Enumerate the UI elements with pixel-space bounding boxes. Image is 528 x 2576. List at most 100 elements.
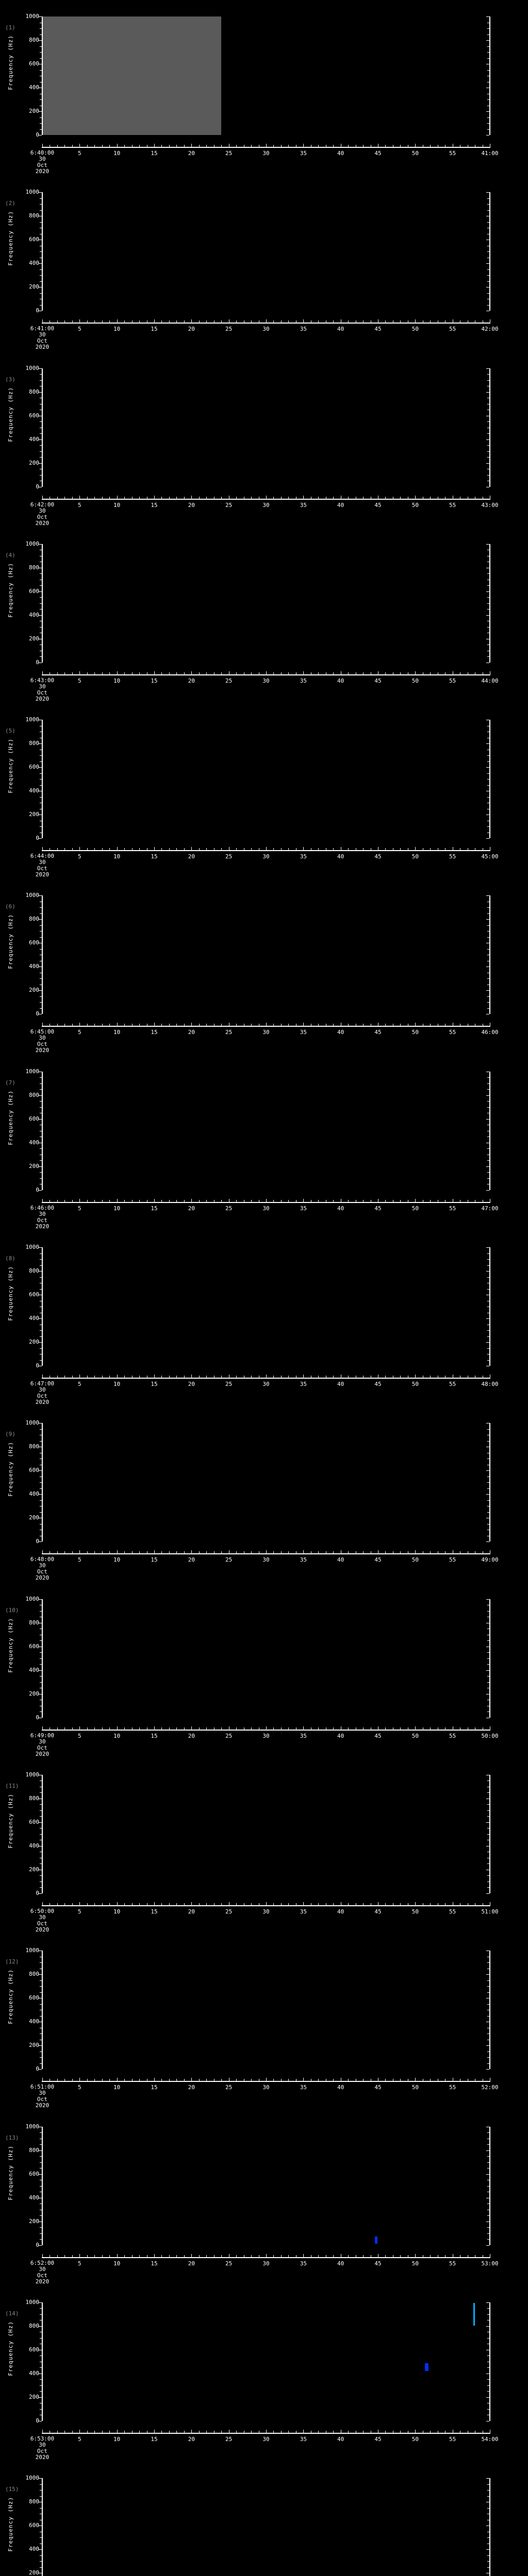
y-tick xyxy=(40,129,42,130)
x-tick-label: 30 xyxy=(262,1029,270,1036)
y-tick xyxy=(487,281,489,282)
x-tick xyxy=(139,1551,140,1554)
plot-area[interactable] xyxy=(42,1423,490,1542)
spectrogram-panel[interactable]: 0 200 400 600 800 1000 Frequency (Hz) (9) 6:48:0… xyxy=(0,1406,528,1583)
x-tick-label: 45 xyxy=(374,853,382,860)
x-start-year: 2020 xyxy=(35,168,50,175)
x-tick xyxy=(288,2255,289,2257)
spectrogram-panel[interactable]: 0 200 400 600 800 1000 Frequency (Hz) (4) 6:43:0… xyxy=(0,527,528,704)
x-tick xyxy=(184,672,185,674)
x-tick xyxy=(288,1551,289,1554)
x-tick xyxy=(385,496,386,499)
x-tick-label: 10 xyxy=(113,1029,121,1036)
y-axis-title: Frequency (Hz) xyxy=(7,211,14,266)
x-tick xyxy=(176,145,177,147)
x-tick xyxy=(303,1902,304,1905)
x-tick xyxy=(42,495,43,499)
spectrogram-panel[interactable]: 0 200 400 600 800 1000 Frequency (Hz) (14) 6:53:… xyxy=(0,2285,528,2462)
spectrogram-panel[interactable]: 0 200 400 600 800 1000 Frequency (Hz) (11) 6:50:… xyxy=(0,1758,528,1935)
y-tick xyxy=(487,2233,489,2234)
detection-mark[interactable] xyxy=(473,2303,475,2326)
x-tick xyxy=(131,2255,133,2257)
spectrogram-panel[interactable]: 0 200 400 600 800 1000 Frequency (Hz) (7) 6:46:0… xyxy=(0,1055,528,1231)
plot-area[interactable] xyxy=(42,1951,490,2070)
detection-mark[interactable] xyxy=(425,2363,429,2371)
x-tick xyxy=(318,2255,319,2257)
spectrogram-panel[interactable]: 0 200 400 600 800 1000 Frequency (Hz) (1) 6:40:0… xyxy=(0,0,528,176)
spectrogram-panel[interactable]: 0 200 400 600 800 1000 Frequency (Hz) (3) 6:42:0… xyxy=(0,351,528,528)
x-tick xyxy=(415,1902,416,1905)
x-tick xyxy=(288,2079,289,2081)
plot-area[interactable] xyxy=(42,1599,490,1718)
x-tick xyxy=(191,847,192,851)
x-tick xyxy=(87,2255,88,2257)
x-tick xyxy=(445,1727,446,1730)
x-tick xyxy=(79,1550,80,1554)
spectrogram-panel[interactable]: 0 200 400 600 800 1000 Frequency (Hz) (5) 6:44:0… xyxy=(0,703,528,879)
x-tick-label: 5 xyxy=(78,326,81,333)
x-tick xyxy=(102,2255,103,2257)
plot-area[interactable] xyxy=(42,1247,490,1366)
y-tick xyxy=(39,1271,42,1272)
y-tick xyxy=(487,626,489,628)
x-tick-label: 20 xyxy=(188,2260,195,2267)
y-tick-label: 0 xyxy=(36,658,39,666)
x-tick xyxy=(79,495,80,499)
plot-area[interactable] xyxy=(42,895,490,1014)
y-axis-right xyxy=(486,544,490,663)
y-tick xyxy=(39,192,42,193)
x-tick xyxy=(221,2255,222,2257)
x-start-month: Oct xyxy=(37,1744,47,1751)
plot-area[interactable] xyxy=(42,2126,490,2245)
plot-area[interactable] xyxy=(42,368,490,487)
spectrogram-panel[interactable]: 0 200 400 600 800 1000 Frequency (Hz) (10) 6:49:… xyxy=(0,1582,528,1758)
plot-area[interactable] xyxy=(42,2478,490,2576)
x-tick xyxy=(94,1903,95,1905)
y-tick xyxy=(487,1440,489,1442)
plot-area[interactable] xyxy=(42,2302,490,2421)
x-tick xyxy=(87,320,88,323)
plot-area[interactable] xyxy=(42,192,490,311)
x-tick xyxy=(318,2079,319,2081)
y-tick-label: 800 xyxy=(29,1619,39,1626)
y-tick-label: 600 xyxy=(29,2170,39,2177)
x-tick xyxy=(117,1902,118,1905)
spectrogram-panel[interactable]: 0 200 400 600 800 1000 Frequency (Hz) (2) 6:41:0… xyxy=(0,176,528,352)
plot-area[interactable] xyxy=(42,1071,490,1190)
x-tick xyxy=(79,1023,80,1026)
x-tick xyxy=(280,320,282,323)
x-tick-label: 25 xyxy=(225,853,233,860)
x-tick-label: 30 xyxy=(262,2084,270,2091)
y-tick xyxy=(487,2144,489,2145)
x-tick xyxy=(154,671,155,674)
y-tick xyxy=(40,1652,42,1653)
spectrogram-panel[interactable]: 0 200 400 600 800 1000 Frequency (Hz) (8) 6:47:0… xyxy=(0,1231,528,1407)
y-tick xyxy=(40,281,42,282)
y-tick xyxy=(40,1640,42,1641)
plot-area[interactable] xyxy=(42,1774,490,1893)
y-tick xyxy=(40,925,42,926)
spectrogram-panel[interactable]: 0 200 400 600 800 1000 Frequency (Hz) (12) 6:51:… xyxy=(0,1934,528,2110)
x-axis-end-label: 41:00 xyxy=(481,150,499,157)
x-tick-label: 45 xyxy=(374,2084,382,2091)
detection-mark[interactable] xyxy=(375,2236,378,2244)
y-axis-left xyxy=(39,2478,43,2576)
spectrogram-panel[interactable]: 0 200 400 600 800 1000 Frequency (Hz) (6) 6:45:0… xyxy=(0,879,528,1055)
x-tick-label: 30 xyxy=(262,150,270,157)
plot-area[interactable] xyxy=(42,720,490,839)
y-tick xyxy=(39,392,42,393)
y-tick xyxy=(39,2245,42,2246)
x-tick xyxy=(221,848,222,851)
x-tick xyxy=(303,495,304,499)
x-tick xyxy=(109,672,110,674)
x-tick xyxy=(430,496,431,499)
x-tick xyxy=(87,2430,88,2433)
x-tick-label: 30 xyxy=(262,1908,270,1915)
x-axis-end-label: 48:00 xyxy=(481,1381,499,1388)
x-tick xyxy=(79,1726,80,1730)
y-tick-label: 1000 xyxy=(25,1419,40,1427)
plot-area[interactable] xyxy=(42,16,490,135)
spectrogram-panel[interactable]: 0 200 400 600 800 1000 Frequency (Hz) (13) 6:52:… xyxy=(0,2110,528,2286)
plot-area[interactable] xyxy=(42,544,490,663)
